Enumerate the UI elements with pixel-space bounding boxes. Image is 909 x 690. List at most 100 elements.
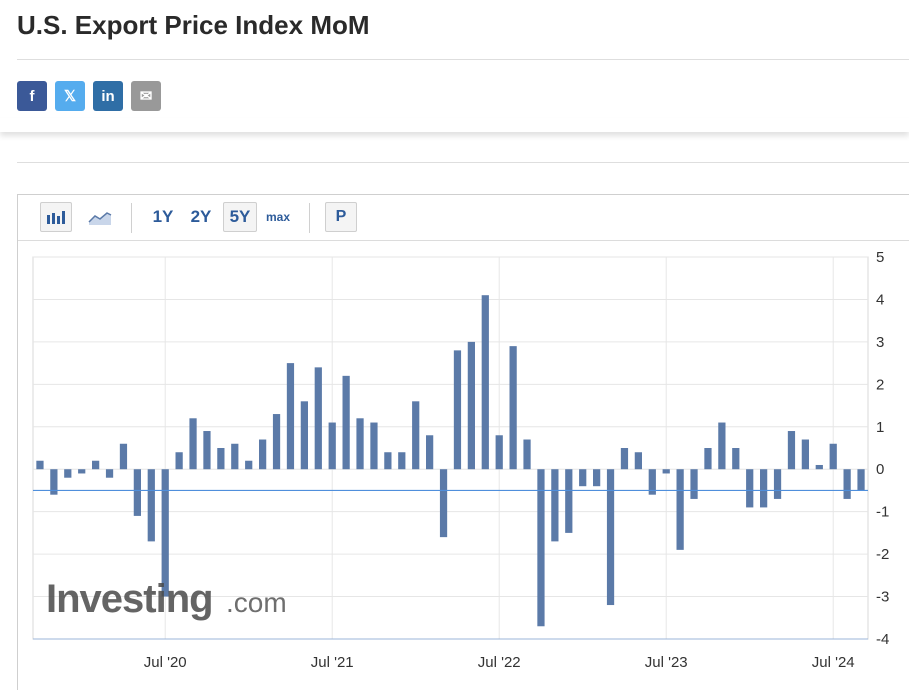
bar [426, 435, 434, 470]
bar [718, 422, 726, 470]
bar [328, 422, 336, 470]
chart-bars [36, 295, 865, 627]
x-tick-label: Jul '20 [144, 654, 187, 671]
y-tick-label: -2 [876, 546, 889, 563]
y-tick-label: -4 [876, 631, 889, 648]
bar [857, 469, 865, 491]
bar [620, 448, 629, 470]
watermark-text: Investing [46, 577, 213, 621]
page-title: U.S. Export Price Index MoM [17, 10, 370, 40]
bar [189, 418, 197, 470]
bar [634, 452, 642, 470]
bar [746, 469, 754, 508]
bar [161, 469, 169, 597]
bar [119, 443, 128, 470]
bar [217, 448, 225, 470]
bar [175, 452, 183, 470]
bar [50, 469, 58, 495]
bar [398, 452, 406, 470]
bar [36, 460, 44, 470]
bar [453, 350, 462, 470]
bar [300, 401, 308, 470]
bar [439, 469, 448, 538]
mail-icon: ✉ [139, 88, 153, 105]
bar [509, 346, 517, 470]
watermark-suffix: .com [226, 587, 287, 618]
bar [551, 469, 559, 542]
bar [829, 443, 837, 470]
bar [648, 469, 656, 495]
toolbar-separator [309, 203, 310, 233]
bar [801, 439, 809, 470]
x-axis-ticks: Jul '20 Jul '21 Jul '22 Jul '23 Jul '24 [144, 654, 855, 671]
p-button[interactable]: P [325, 202, 357, 232]
bar [815, 464, 823, 470]
divider [17, 59, 909, 60]
bar [370, 422, 378, 470]
linkedin-icon: in [101, 87, 115, 105]
bar [133, 469, 141, 516]
bar [147, 469, 155, 542]
bar [384, 452, 392, 470]
bar [259, 439, 267, 470]
range-max-button[interactable]: max [265, 210, 291, 224]
y-tick-label: -3 [876, 589, 889, 606]
bar [732, 448, 740, 470]
linkedin-share-button[interactable]: in [93, 81, 123, 111]
chart-container: 1Y 2Y 5Y max P 5 4 3 2 1 0 -1 -2 -3 -4 Jul '20 Jul… [17, 194, 909, 690]
bar [286, 363, 295, 470]
facebook-icon: f [29, 87, 35, 105]
investing-watermark-logo: Investing .com [46, 577, 287, 621]
bar [593, 469, 601, 487]
bar [843, 469, 851, 499]
bar [662, 469, 670, 474]
bar [203, 431, 211, 470]
y-axis-ticks: 5 4 3 2 1 0 -1 -2 -3 -4 [876, 249, 889, 648]
bar [314, 367, 322, 470]
bar [760, 469, 768, 508]
bar [773, 469, 782, 499]
bar [245, 460, 253, 470]
bar [579, 469, 587, 487]
toolbar-separator [131, 203, 132, 233]
range-5y-button[interactable]: 5Y [223, 202, 257, 232]
area-chart-icon [88, 212, 112, 225]
range-1y-button[interactable]: 1Y [152, 207, 174, 226]
bar [467, 341, 475, 470]
bar [495, 435, 503, 470]
range-2y-button[interactable]: 2Y [190, 207, 212, 226]
divider [17, 162, 909, 163]
x-share-button[interactable]: 𝕏 [55, 81, 85, 111]
line-chart-type-button[interactable] [84, 202, 116, 232]
x-tick-label: Jul '24 [812, 654, 855, 671]
x-tick-label: Jul '22 [478, 654, 521, 671]
bar [412, 401, 420, 470]
x-tick-label: Jul '23 [645, 654, 688, 671]
bar [704, 448, 712, 470]
bar [787, 431, 796, 470]
bar-chart-type-button[interactable] [40, 202, 72, 232]
collapsed-description [0, 118, 909, 132]
bar [690, 469, 698, 499]
chart-toolbar: 1Y 2Y 5Y max P [18, 195, 909, 241]
y-tick-label: 3 [876, 334, 884, 351]
bar [523, 439, 531, 470]
x-icon: 𝕏 [63, 88, 77, 105]
x-tick-label: Jul '21 [311, 654, 354, 671]
bar [342, 375, 350, 470]
email-share-button[interactable]: ✉ [131, 81, 161, 111]
facebook-share-button[interactable]: f [17, 81, 47, 111]
bar [481, 295, 489, 470]
y-tick-label: 0 [876, 461, 884, 478]
y-tick-label: 1 [876, 419, 884, 436]
bar [565, 469, 573, 533]
y-tick-label: 4 [876, 291, 884, 308]
bar [64, 469, 72, 478]
bar [272, 414, 281, 470]
bar [231, 443, 239, 470]
bar-chart-icon [47, 211, 65, 224]
bar [105, 469, 114, 478]
bar [606, 469, 615, 606]
